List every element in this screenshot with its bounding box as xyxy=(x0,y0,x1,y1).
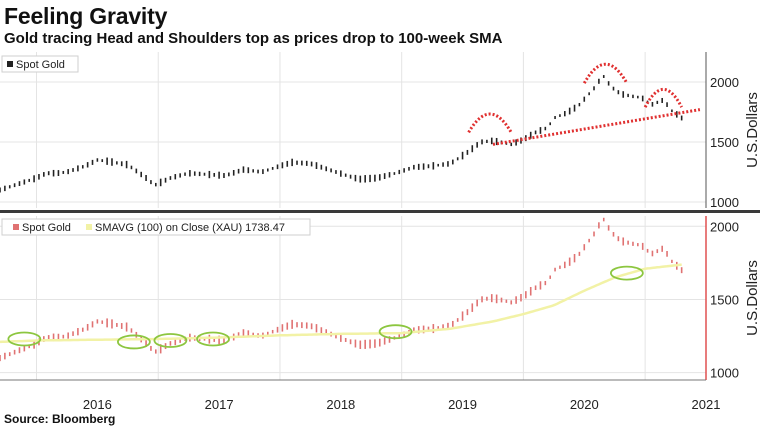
source-note: Source: Bloomberg xyxy=(4,412,116,426)
chart-title: Feeling Gravity xyxy=(4,3,168,29)
annotations xyxy=(467,62,701,146)
y-tick-label: 2000 xyxy=(710,219,739,234)
sma-touch-circle xyxy=(116,334,151,350)
y-tick-label: 1500 xyxy=(710,135,739,150)
chart-subtitle: Gold tracing Head and Shoulders top as p… xyxy=(4,30,503,47)
left-shoulder-arc xyxy=(467,112,513,134)
y-tick-label: 1000 xyxy=(710,195,739,210)
sma-touch-circle xyxy=(153,333,188,348)
neckline xyxy=(492,108,701,146)
y-tick-label: 1000 xyxy=(710,366,739,381)
x-tick-label: 2021 xyxy=(692,397,721,412)
y-tick-label: 2000 xyxy=(710,75,739,90)
head-arc xyxy=(582,62,629,84)
bottom-ylabel: U.S.Dollars xyxy=(744,260,760,336)
top-price-series xyxy=(0,75,683,193)
x-tick-label: 2020 xyxy=(570,397,599,412)
sma-touch-circle xyxy=(609,265,644,281)
y-tick-label: 1500 xyxy=(710,292,739,307)
x-tick-label: 2019 xyxy=(448,397,477,412)
sma-series xyxy=(0,263,682,344)
right-shoulder-arc xyxy=(643,88,683,108)
top-legend-swatch xyxy=(7,61,13,67)
x-tick-label: 2016 xyxy=(83,397,112,412)
top-legend-label: Spot Gold xyxy=(16,59,65,71)
sma-touch-circle xyxy=(378,324,413,340)
panel-divider xyxy=(0,210,760,213)
sma-line xyxy=(0,263,682,344)
top-legend: Spot Gold xyxy=(1,55,79,73)
top-ylabel: U.S.Dollars xyxy=(744,92,760,168)
bottom-legend-swatch-sma xyxy=(86,224,92,230)
bottom-legend-swatch-price xyxy=(13,224,19,230)
x-tick-label: 2018 xyxy=(326,397,355,412)
x-tick-label: 2017 xyxy=(205,397,234,412)
sma-touch-circles xyxy=(7,265,644,350)
sma-touch-circle xyxy=(196,331,230,347)
bottom-legend-label-price: Spot Gold xyxy=(22,222,71,234)
grid-lines xyxy=(0,52,706,380)
sma-touch-circle xyxy=(7,331,42,347)
bottom-legend: Spot Gold SMAVG (100) on Close (XAU) 173… xyxy=(1,218,311,236)
bottom-legend-label-sma: SMAVG (100) on Close (XAU) 1738.47 xyxy=(95,222,285,234)
